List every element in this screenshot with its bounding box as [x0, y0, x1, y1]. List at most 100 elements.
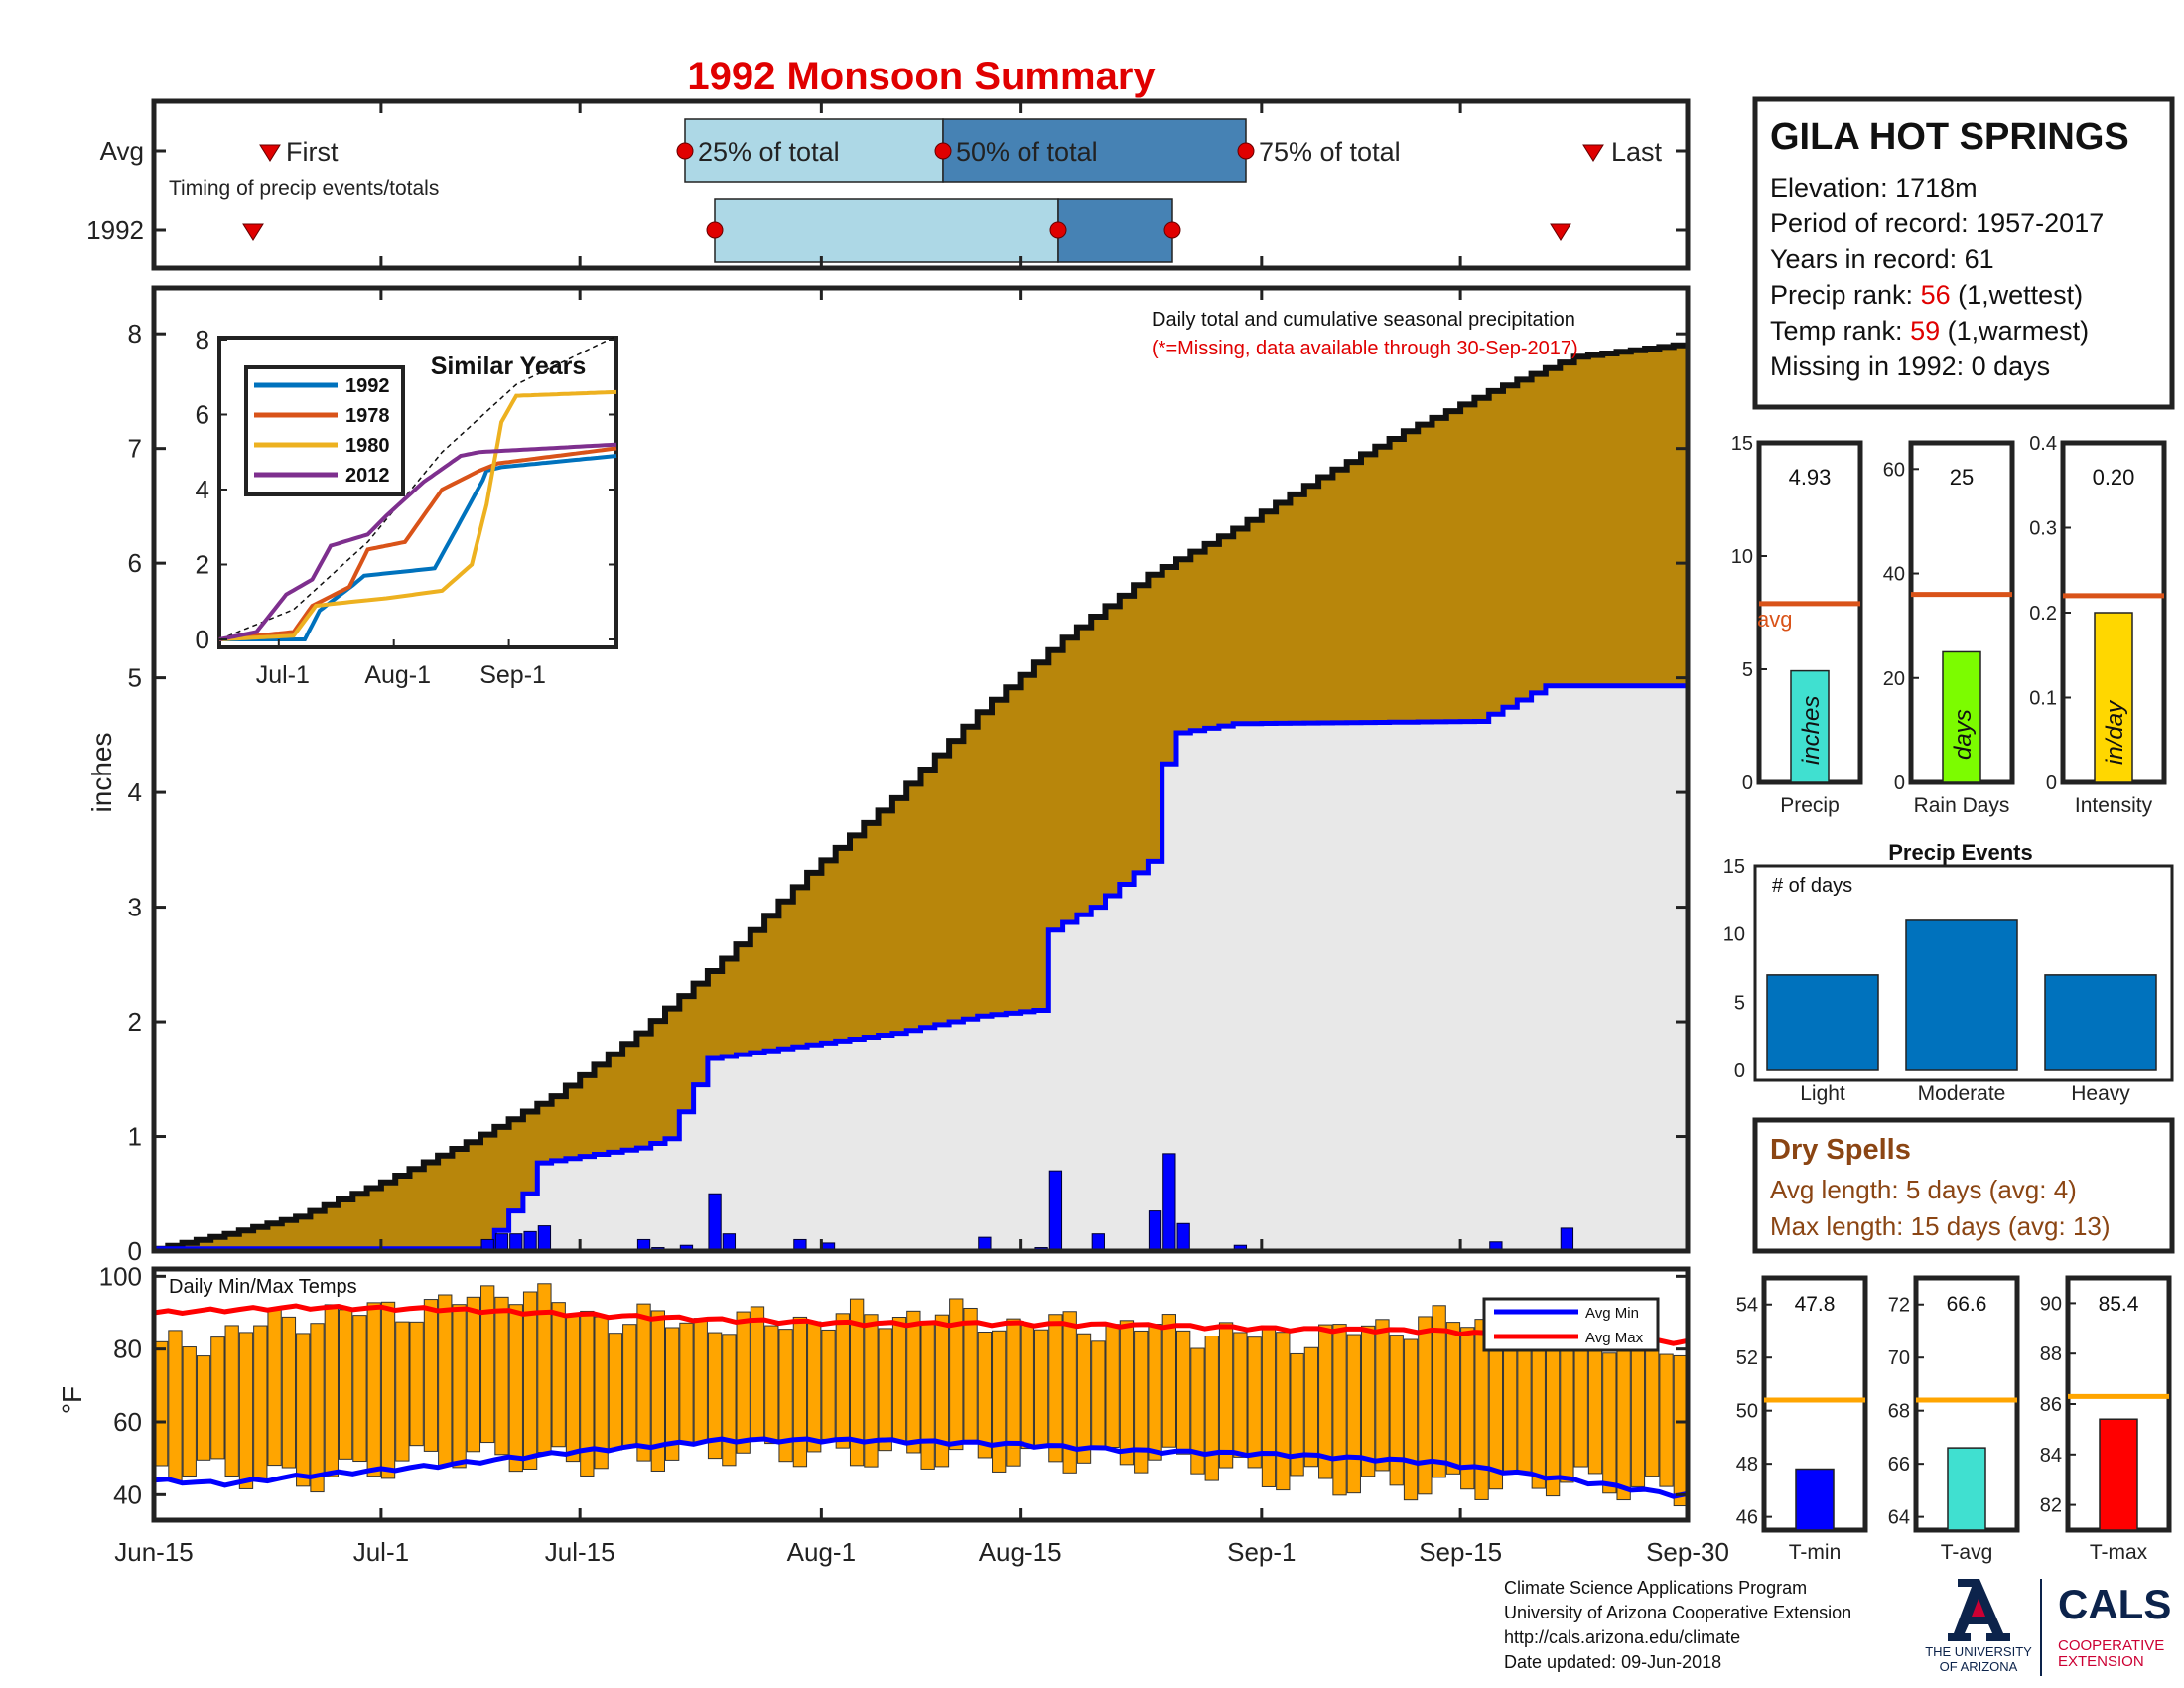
station-info-box: GILA HOT SPRINGS Elevation: 1718m Period…	[1752, 96, 2175, 410]
temp-bar	[1332, 1324, 1347, 1496]
inset-line-1980	[218, 389, 617, 641]
precip-rank-prefix: Precip rank:	[1770, 280, 1921, 310]
intensity-unit: in/day	[2102, 699, 2128, 765]
temp-bar	[1460, 1327, 1475, 1490]
temp-bar	[551, 1302, 566, 1448]
year-last-marker	[1550, 223, 1571, 241]
event-bar-moderate	[1905, 919, 2018, 1071]
temp-bar	[168, 1330, 183, 1482]
temp-stat-panels: 47.8 T-min 46 48 50 52 54 66.6 T-avg 64 66 68 7…	[1736, 1275, 2172, 1564]
panel-tick-label: 15	[1731, 433, 1753, 455]
events-tick-label: 5	[1734, 992, 1745, 1014]
intensity-bar	[2094, 612, 2133, 783]
temp-bar	[1233, 1332, 1248, 1458]
temp-bar	[224, 1325, 239, 1477]
tavg-axis: 64 66 68 70 72	[1888, 1295, 1924, 1529]
temp-bar	[1176, 1330, 1191, 1455]
tavg-value: 66.6	[1947, 1293, 1987, 1316]
daily-precip-bar	[708, 1193, 722, 1252]
temp-bar	[1148, 1324, 1162, 1461]
main-note-line1: Daily total and cumulative seasonal prec…	[1152, 309, 1575, 331]
precip-rank-suffix: (1,wettest)	[1951, 280, 2084, 310]
event-category-label: Light	[1800, 1082, 1845, 1105]
temp-bar	[949, 1298, 964, 1451]
date-tick-label: Jul-1	[353, 1537, 409, 1567]
tavg-panel: 66.6 T-avg 64 66 68 70 72	[1888, 1275, 2020, 1564]
label-75: 75% of total	[1259, 137, 1401, 167]
temp-bar	[1134, 1330, 1149, 1474]
station-period: Period of record: 1957-2017	[1770, 209, 2104, 238]
avg-max-line	[153, 1303, 1689, 1346]
temp-bar	[807, 1321, 822, 1453]
timing-ticks	[154, 149, 1688, 232]
temp-bar	[352, 1315, 367, 1463]
temp-panel-tick-label: 52	[1736, 1347, 1758, 1369]
temp-y-tick-label: 100	[99, 1261, 142, 1291]
temp-panel-tick-label: 72	[1888, 1295, 1910, 1317]
inset-title: Similar Years	[431, 352, 587, 380]
temp-bar	[1616, 1349, 1631, 1501]
rain-days-label: Rain Days	[1914, 794, 2010, 817]
daily-precip-bar	[523, 1230, 537, 1252]
first-label: First	[286, 137, 339, 167]
temp-bar	[977, 1332, 993, 1459]
avg-last-marker	[1582, 144, 1604, 162]
inset-line-1992	[219, 454, 617, 641]
temp-bar	[1303, 1346, 1319, 1468]
temp-bar	[1659, 1353, 1674, 1487]
panel-tick-label: 0	[1894, 773, 1905, 794]
dry-avg-length: Avg length: 5 days (avg: 4)	[1770, 1175, 2077, 1204]
precip-avg-label: avg	[1757, 607, 1792, 632]
avg-min-line	[153, 1436, 1689, 1499]
legend-avg-min: Avg Min	[1585, 1305, 1639, 1322]
station-years: Years in record: 61	[1770, 244, 1994, 274]
precip-value: 4.93	[1789, 465, 1832, 490]
date-tick-label: Sep-30	[1646, 1537, 1729, 1567]
temp-bar	[380, 1301, 396, 1479]
main-y-tick-label: 8	[128, 319, 142, 349]
temp-bar	[1062, 1311, 1077, 1474]
temp-bar	[1204, 1336, 1219, 1481]
precip-rank: Precip rank: 56 (1,wettest)	[1770, 280, 2083, 310]
temp-bar	[1119, 1320, 1135, 1466]
precip-axis: 0 5 10 15	[1731, 433, 1767, 794]
temp-y-tick-label: 80	[113, 1335, 142, 1364]
daily-precip-bar	[1162, 1153, 1176, 1252]
temp-bar	[238, 1332, 254, 1489]
temp-bar	[466, 1296, 481, 1453]
temp-panel-tick-label: 86	[2040, 1394, 2062, 1416]
temp-bar	[594, 1316, 609, 1470]
temp-bar	[1474, 1319, 1489, 1500]
temp-bar	[1318, 1324, 1333, 1479]
temp-bar	[1560, 1342, 1574, 1483]
temp-rank-prefix: Temp rank:	[1770, 316, 1910, 346]
year-50-marker	[1049, 221, 1067, 239]
temp-bar	[1020, 1324, 1034, 1450]
label-50: 50% of total	[956, 137, 1098, 167]
panel-tick-label: 0.1	[2029, 688, 2057, 710]
tmax-axis: 82 84 86 88 90	[2040, 1293, 2076, 1517]
temp-chart-label: Daily Min/Max Temps	[169, 1276, 357, 1298]
footer: Climate Science Applications Program Uni…	[1504, 1578, 2171, 1676]
temp-bar	[891, 1317, 907, 1442]
precip-stat-panels: 4.93 avg inches Precip 0 5 10 15 25 days Ra…	[1731, 433, 2167, 817]
dry-max-length: Max length: 15 days (avg: 13)	[1770, 1211, 2111, 1241]
main-y-tick-label: 6	[128, 548, 142, 578]
precip-bar	[1790, 669, 1830, 783]
temp-bar	[366, 1302, 381, 1477]
temp-bar	[920, 1320, 935, 1470]
panel-tick-label: 0	[2046, 773, 2057, 794]
panel-tick-label: 5	[1742, 659, 1753, 681]
rain-days-panel: 25 days Rain Days 0 20 40 60	[1883, 440, 2015, 817]
inset-x-tick-label: Aug-1	[364, 661, 431, 689]
temp-bar	[1645, 1332, 1660, 1477]
dry-spells-frame	[1752, 1117, 2175, 1254]
temp-panel-tick-label: 84	[2040, 1445, 2062, 1467]
tmin-axis: 46 48 50 52 54	[1736, 1295, 1772, 1529]
inset-line-2012	[218, 442, 617, 641]
label-25: 25% of total	[698, 137, 840, 167]
intensity-label: Intensity	[2075, 794, 2153, 817]
date-tick-label: Aug-15	[979, 1537, 1062, 1567]
year-50-75-bar	[1057, 198, 1173, 263]
inset-x-tick-label: Sep-1	[479, 661, 546, 689]
